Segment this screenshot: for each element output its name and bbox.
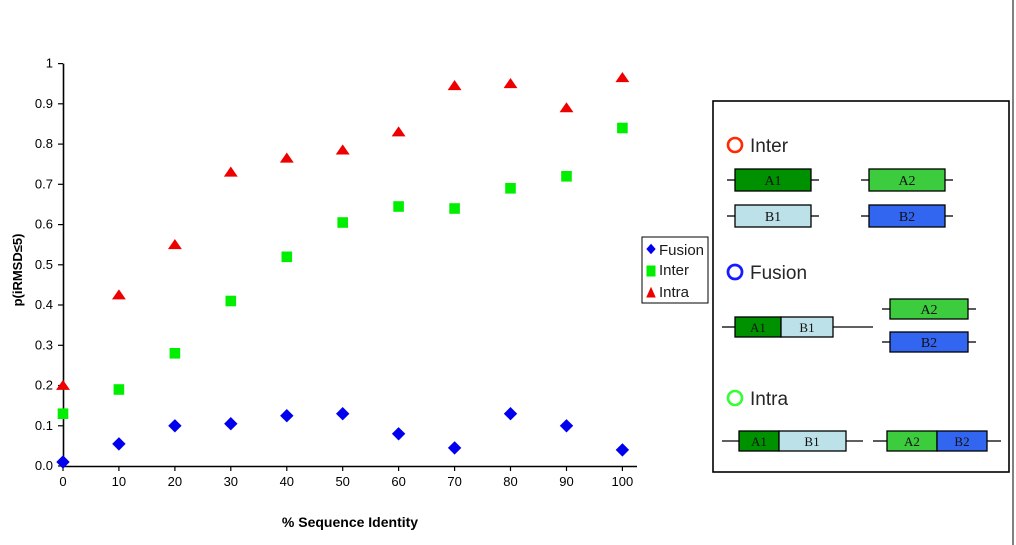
svg-text:40: 40 xyxy=(280,474,294,489)
svg-text:90: 90 xyxy=(559,474,573,489)
svg-text:A2: A2 xyxy=(920,303,937,318)
svg-text:B2: B2 xyxy=(899,210,915,225)
svg-text:0.6: 0.6 xyxy=(35,217,53,232)
svg-text:60: 60 xyxy=(391,474,405,489)
svg-text:p(iRMSD≤5): p(iRMSD≤5) xyxy=(10,234,25,307)
svg-text:Inter: Inter xyxy=(750,136,789,157)
svg-text:B1: B1 xyxy=(804,434,819,449)
svg-text:30: 30 xyxy=(224,474,238,489)
svg-text:1: 1 xyxy=(46,56,53,71)
svg-text:0.0: 0.0 xyxy=(35,458,53,473)
svg-text:A2: A2 xyxy=(904,434,920,449)
svg-text:0.4: 0.4 xyxy=(35,297,53,312)
svg-text:10: 10 xyxy=(112,474,126,489)
svg-text:0.2: 0.2 xyxy=(35,378,53,393)
svg-text:Intra: Intra xyxy=(750,389,788,410)
svg-text:B1: B1 xyxy=(765,210,781,225)
svg-text:0.8: 0.8 xyxy=(35,136,53,151)
svg-text:0.5: 0.5 xyxy=(35,257,53,272)
svg-text:0.9: 0.9 xyxy=(35,96,53,111)
svg-text:% Sequence Identity: % Sequence Identity xyxy=(282,514,418,530)
svg-text:0: 0 xyxy=(59,474,66,489)
svg-text:Inter: Inter xyxy=(659,262,689,279)
svg-text:A1: A1 xyxy=(764,174,781,189)
svg-text:80: 80 xyxy=(503,474,517,489)
svg-text:Fusion: Fusion xyxy=(659,242,704,259)
svg-text:A1: A1 xyxy=(751,434,767,449)
svg-text:A2: A2 xyxy=(898,174,915,189)
svg-text:0.3: 0.3 xyxy=(35,337,53,352)
svg-text:A1: A1 xyxy=(750,320,766,335)
svg-text:0.1: 0.1 xyxy=(35,418,53,433)
svg-text:20: 20 xyxy=(168,474,182,489)
svg-text:100: 100 xyxy=(612,474,634,489)
svg-text:Fusion: Fusion xyxy=(750,263,807,284)
svg-text:B1: B1 xyxy=(799,320,814,335)
svg-text:70: 70 xyxy=(447,474,461,489)
svg-text:B2: B2 xyxy=(921,336,937,351)
svg-text:Intra: Intra xyxy=(659,284,690,301)
svg-text:0.7: 0.7 xyxy=(35,176,53,191)
svg-text:B2: B2 xyxy=(954,434,969,449)
svg-text:50: 50 xyxy=(335,474,349,489)
